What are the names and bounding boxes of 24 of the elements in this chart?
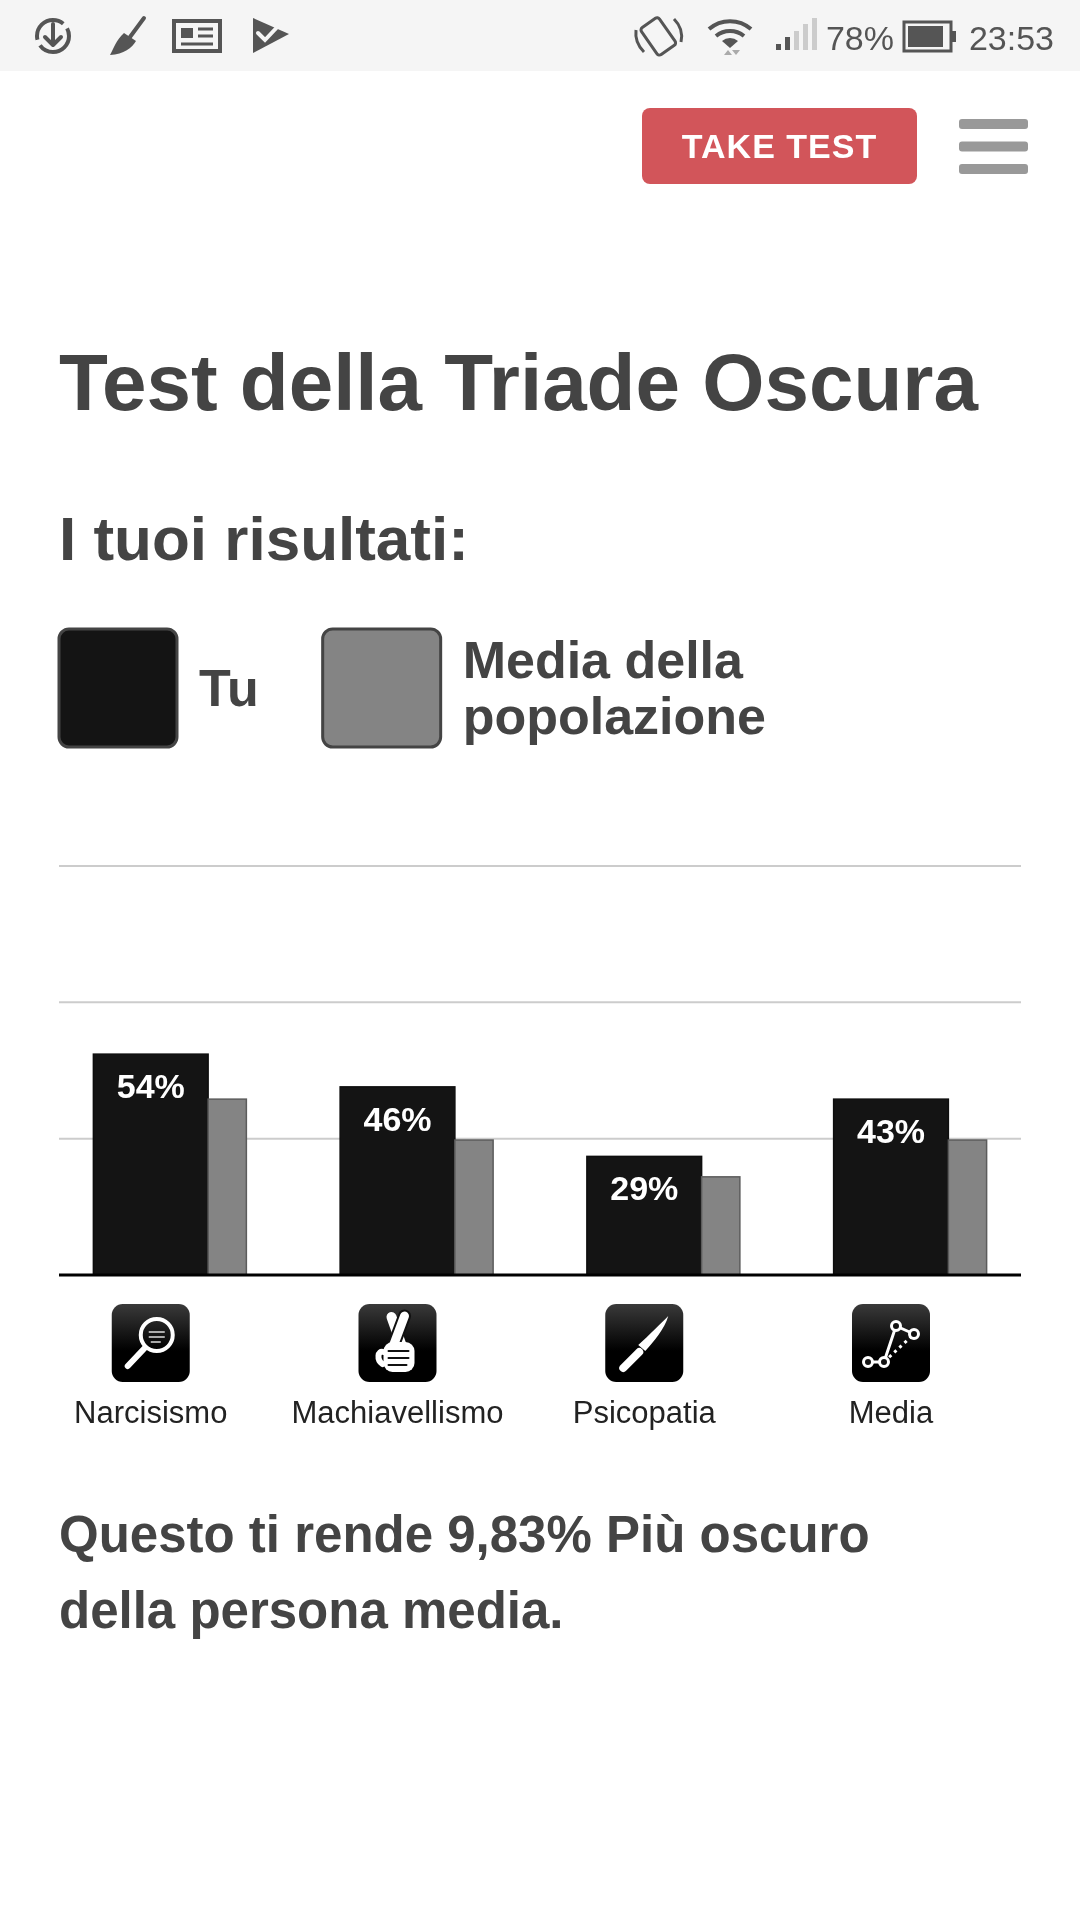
- bar: [947, 1139, 988, 1276]
- legend-label: Tu: [199, 659, 259, 717]
- bar: [207, 1098, 248, 1276]
- chart-subtitle: I tuoi risultati:: [59, 504, 469, 573]
- button: TAKE TEST: [642, 108, 917, 184]
- chart-title: Test della Triade Oscura: [59, 338, 979, 427]
- data-label: 54%: [116, 1067, 185, 1106]
- x-tick-label: Psicopatia: [572, 1395, 717, 1430]
- bar: [339, 1086, 456, 1276]
- bar: [586, 1155, 703, 1276]
- bar: [700, 1176, 741, 1276]
- text: Questo ti rende 9,83% Più oscuro della persona media.: [59, 1506, 870, 1639]
- text: 23:53: [968, 19, 1054, 57]
- x-tick-label: Machiavellismo: [291, 1395, 504, 1430]
- x-tick-label: Media: [848, 1395, 934, 1430]
- bar: [92, 1053, 209, 1276]
- text: 78%: [825, 19, 894, 57]
- data-label: 46%: [363, 1099, 432, 1138]
- bar: [832, 1098, 950, 1276]
- data-label: 29%: [610, 1169, 679, 1208]
- x-tick-label: Narcisismo: [74, 1395, 228, 1430]
- legend-label: Media della popolazione: [462, 631, 766, 745]
- data-label: 43%: [856, 1112, 926, 1151]
- bar: [454, 1139, 494, 1276]
